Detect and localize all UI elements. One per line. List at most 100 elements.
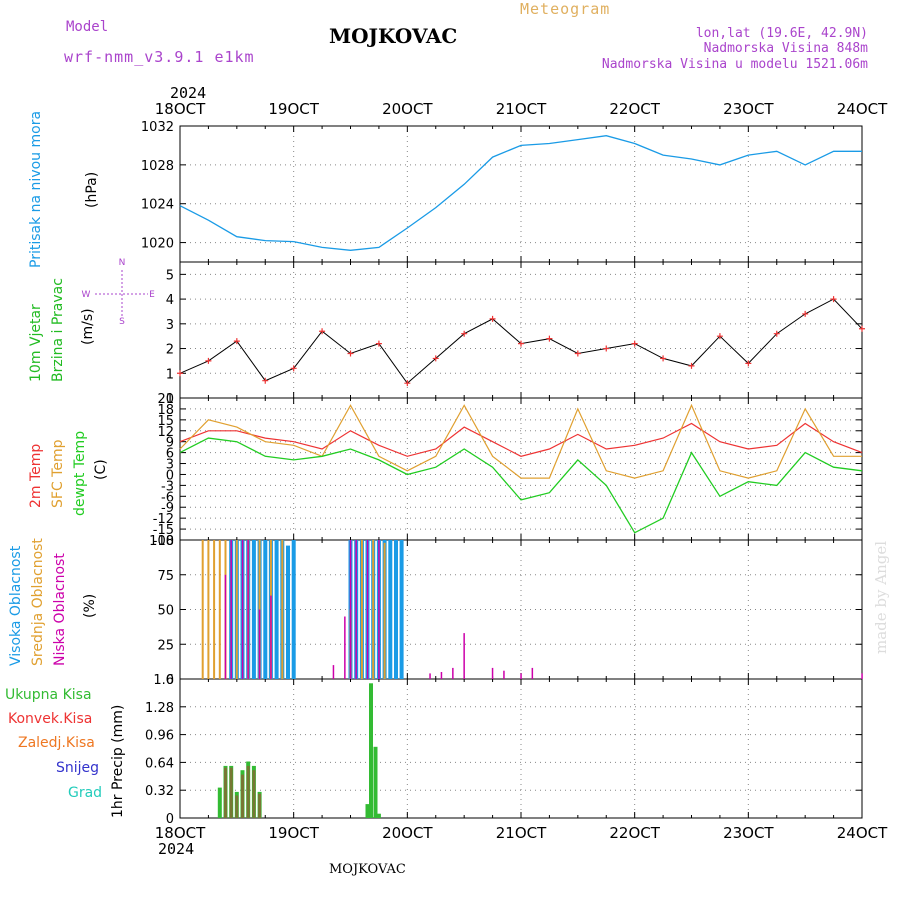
- footer-station: MOJKOVAC: [329, 862, 406, 877]
- wind-speed-marker: [347, 350, 354, 357]
- low-cloud-bar: [429, 673, 431, 679]
- wind-speed-marker: [205, 357, 212, 364]
- compass-letter: E: [149, 290, 155, 300]
- mid-cloud-bar: [201, 540, 204, 679]
- x-tick-label-top: 19OCT: [268, 100, 319, 118]
- y-tick-label: 18: [157, 403, 174, 418]
- x-tick-label-bottom: 22OCT: [609, 824, 660, 842]
- conv-precip-bar: [241, 774, 244, 818]
- y-tick-label: 50: [157, 604, 174, 619]
- y-tick-label: -6: [161, 490, 174, 505]
- y-tick-label: 1.6: [153, 673, 174, 688]
- low-cloud-bar: [230, 540, 232, 679]
- wind-speed-marker: [233, 338, 240, 345]
- y-tick-label: 0.64: [145, 756, 174, 771]
- high-cloud-bar: [399, 540, 404, 679]
- low-cloud-bar: [366, 540, 369, 679]
- y-tick-label: 3: [166, 458, 174, 473]
- low-cloud-bar: [452, 667, 454, 679]
- low-cloud-bar: [378, 540, 380, 679]
- x-tick-label-bottom: 18OCT: [155, 824, 206, 842]
- wind-speed-marker: [859, 325, 865, 332]
- mid-cloud-bar: [207, 540, 210, 679]
- model-name: wrf-nmm_v3.9.1 e1km: [64, 48, 255, 66]
- y-tick-label: -15: [153, 523, 174, 538]
- y-tick-label: 6: [166, 447, 174, 462]
- y-tick-label: 12: [157, 425, 174, 440]
- conv-precip-bar: [229, 767, 233, 818]
- conv-precip-label: Konvek.Kisa: [8, 711, 93, 727]
- y-tick-label: 1024: [141, 198, 174, 213]
- x-tick-label-top: 24OCT: [837, 100, 888, 118]
- x-tick-label-top: 20OCT: [382, 100, 433, 118]
- wind-speed-marker: [262, 377, 269, 384]
- wind-speed-marker: [404, 380, 411, 387]
- y-tick-label: 1032: [141, 120, 174, 135]
- y-tick-label: -3: [161, 479, 174, 494]
- x-tick-label-top: 23OCT: [723, 100, 774, 118]
- low-cloud-bar: [355, 540, 357, 679]
- wind-speed-marker: [518, 340, 524, 347]
- high-cloud-bar: [251, 540, 256, 679]
- low-cloud-bar: [349, 540, 352, 679]
- mid-cloud-bar: [235, 540, 238, 679]
- high-cloud-bar: [394, 540, 398, 679]
- total-precip-bar: [365, 804, 370, 818]
- wind-speed-marker: [660, 355, 667, 362]
- wind-speed-marker: [603, 345, 610, 352]
- model-label: Model: [66, 19, 109, 35]
- low-cloud-bar: [503, 670, 505, 679]
- x-tick-label-bottom: 24OCT: [837, 824, 888, 842]
- y-tick-label: 25: [157, 638, 174, 653]
- high-cloud-bar: [274, 540, 279, 679]
- temp-dewpt-line: [179, 437, 863, 534]
- wind-speed-marker: [574, 350, 581, 357]
- wind-speed-marker: [802, 310, 809, 317]
- compass-letter: N: [119, 258, 126, 268]
- total-precip-bar: [217, 787, 222, 818]
- wind-speed-marker: [773, 330, 780, 337]
- elevation-label: Nadmorska Visina 848m: [703, 41, 868, 56]
- conv-precip-bar: [224, 767, 227, 818]
- x-tick-label-bottom: 23OCT: [723, 824, 774, 842]
- mid-cloud-bar: [218, 540, 221, 679]
- wind-speed-marker: [631, 340, 638, 347]
- temp-sfc-line: [179, 403, 862, 479]
- total-precip-label: Ukupna Kisa: [5, 687, 92, 703]
- meteogram-label: Meteogram: [520, 0, 611, 18]
- y-tick-label: 100: [149, 534, 174, 549]
- station-title: MOJKOVAC: [329, 24, 458, 48]
- conv-precip-bar: [258, 793, 262, 818]
- y-tick-label: 4: [166, 293, 174, 308]
- x-tick-label-top: 22OCT: [609, 100, 660, 118]
- total-precip-bar: [369, 683, 373, 818]
- wind-speed-marker: [546, 335, 553, 342]
- frz-precip-label: Zaledj.Kisa: [18, 735, 95, 751]
- conv-precip-bar: [252, 770, 256, 818]
- pressure-series-line: [179, 135, 862, 251]
- conv-precip-bar: [235, 795, 239, 818]
- wind-speed-marker: [716, 333, 723, 340]
- compass-letter: S: [119, 317, 125, 327]
- coords-label: lon,lat (19.6E, 42.9N): [695, 26, 868, 41]
- low-cloud-bar: [270, 595, 272, 679]
- x-tick-label-top: 18OCT: [155, 100, 206, 118]
- graupel-label: Grad: [68, 785, 103, 801]
- y-tick-label: 21: [157, 392, 174, 407]
- high-cloud-bar: [388, 540, 393, 679]
- y-tick-label: 3: [166, 318, 174, 333]
- y-tick-label: 0.96: [145, 729, 174, 744]
- y-tick-label: 0: [166, 673, 174, 688]
- low-cloud-bar: [241, 540, 244, 679]
- low-cloud-bar: [520, 673, 522, 679]
- low-cloud-bar: [861, 673, 863, 679]
- wind-speed-marker: [290, 365, 297, 372]
- low-cloud-bar: [247, 540, 249, 679]
- low-cloud-bar: [463, 633, 465, 679]
- y-tick-label: 75: [157, 569, 174, 584]
- mid-cloud-bar: [281, 540, 284, 679]
- low-cloud-bar: [491, 667, 494, 679]
- y-tick-label: 0: [166, 468, 174, 483]
- y-tick-label: -12: [153, 512, 174, 527]
